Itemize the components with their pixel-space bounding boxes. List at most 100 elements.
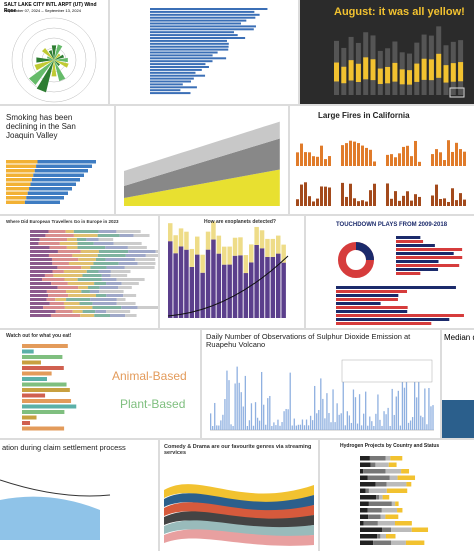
bar xyxy=(330,422,332,430)
bar xyxy=(300,184,303,206)
seg xyxy=(113,242,142,245)
bar xyxy=(463,199,466,206)
bar xyxy=(248,420,251,430)
petal xyxy=(28,60,54,86)
bar xyxy=(234,383,236,430)
bar xyxy=(352,389,355,430)
seg xyxy=(30,238,40,241)
tile: How are exoplanets detected? xyxy=(160,216,304,328)
bar xyxy=(397,390,399,430)
tile-graphic xyxy=(167,221,289,318)
bar xyxy=(270,238,276,257)
seg xyxy=(88,286,100,289)
petal xyxy=(51,60,57,77)
seg xyxy=(27,191,68,195)
tile-title: How are exoplanets detected? xyxy=(204,219,276,225)
bar xyxy=(371,421,373,430)
bar xyxy=(271,425,273,430)
seg xyxy=(30,230,49,233)
seg xyxy=(119,234,134,237)
bar xyxy=(150,28,254,31)
tile-graphic xyxy=(164,484,314,546)
bar xyxy=(243,255,249,274)
bar xyxy=(214,402,216,430)
seg xyxy=(95,310,107,313)
tile: SALT LAKE CITY INTL ARPT (UT) Wind Rose … xyxy=(0,0,108,104)
area xyxy=(124,169,280,206)
bar xyxy=(326,393,328,430)
seg xyxy=(363,521,378,526)
bar xyxy=(226,370,228,430)
bar xyxy=(210,413,212,430)
seg xyxy=(30,286,58,289)
seg xyxy=(123,294,137,297)
bar xyxy=(270,256,276,318)
tile xyxy=(110,0,298,104)
bar xyxy=(184,249,189,318)
seg xyxy=(360,469,364,474)
bar xyxy=(450,63,456,82)
bar xyxy=(334,62,339,82)
seg xyxy=(31,178,80,182)
seg xyxy=(391,527,412,532)
bar xyxy=(338,414,340,430)
tile: Watch out for what you eat! Animal-Based… xyxy=(0,330,200,438)
bar xyxy=(261,371,263,430)
seg xyxy=(385,456,391,461)
bar xyxy=(265,256,270,318)
seg xyxy=(72,254,98,257)
bar xyxy=(227,246,232,265)
seg xyxy=(49,302,64,305)
seg xyxy=(30,242,39,245)
bar xyxy=(458,62,464,82)
seg xyxy=(39,238,68,241)
bar xyxy=(230,424,232,430)
seg xyxy=(360,456,370,461)
seg xyxy=(360,501,369,506)
bar xyxy=(316,156,319,166)
seg xyxy=(93,262,119,265)
bar xyxy=(416,397,418,430)
seg xyxy=(133,234,150,237)
seg xyxy=(48,230,66,233)
bar xyxy=(301,419,304,430)
bar xyxy=(357,143,360,166)
bar xyxy=(354,397,357,430)
seg xyxy=(55,298,67,301)
bar xyxy=(439,198,442,206)
petal xyxy=(36,57,54,63)
bar xyxy=(435,184,438,206)
seg xyxy=(96,294,107,297)
bar xyxy=(393,414,395,430)
seg xyxy=(116,302,136,305)
petal xyxy=(46,56,54,60)
tile: Smoking has been declining in the San Jo… xyxy=(0,106,114,214)
bar xyxy=(379,419,381,430)
petal xyxy=(48,50,54,60)
bar xyxy=(222,414,224,430)
bar xyxy=(22,382,67,387)
bar xyxy=(316,198,319,206)
seg xyxy=(30,298,47,301)
bar xyxy=(355,63,361,82)
tile: Daily Number of Observations of Sulphur … xyxy=(202,330,440,438)
bar xyxy=(396,256,463,259)
bar xyxy=(299,424,302,430)
seg xyxy=(98,250,129,253)
bar xyxy=(396,240,424,243)
bar xyxy=(356,423,359,430)
seg xyxy=(360,462,371,467)
seg xyxy=(26,196,64,200)
seg xyxy=(375,462,389,467)
bar xyxy=(394,191,397,206)
bar xyxy=(406,145,409,166)
bar xyxy=(402,146,405,166)
bar xyxy=(435,149,438,166)
seg xyxy=(377,521,395,526)
bar xyxy=(22,410,65,414)
petal xyxy=(41,47,54,60)
seg xyxy=(64,306,93,309)
bar xyxy=(150,68,202,71)
seg xyxy=(386,482,407,487)
bar xyxy=(439,152,442,166)
